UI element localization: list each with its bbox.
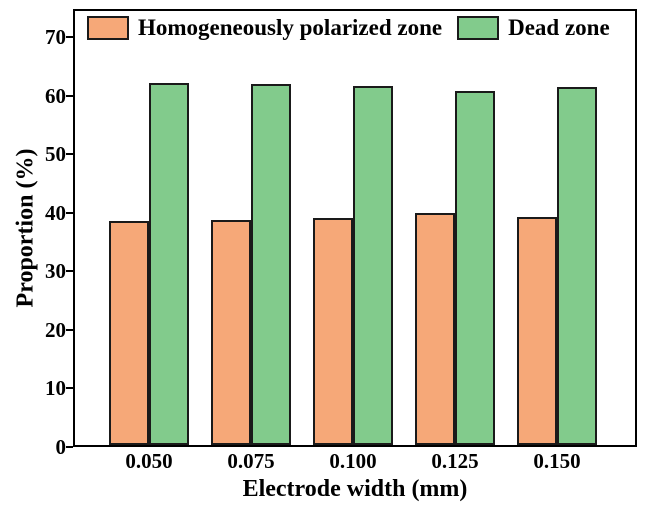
y-tick bbox=[66, 328, 73, 331]
bar-homogeneously-polarized-zone-0.100 bbox=[313, 218, 353, 445]
y-tick bbox=[66, 153, 73, 156]
bar-dead-zone-0.050 bbox=[149, 83, 189, 445]
legend-item-homogeneously-polarized-zone: Homogeneously polarized zone bbox=[87, 16, 442, 40]
y-tick-label: 20 bbox=[45, 317, 66, 342]
bar-dead-zone-0.100 bbox=[353, 86, 393, 445]
y-tick bbox=[66, 446, 73, 448]
x-tick-label-0.100: 0.100 bbox=[329, 449, 377, 473]
legend-label-homogeneously-polarized-zone: Homogeneously polarized zone bbox=[138, 15, 443, 40]
y-tick bbox=[66, 270, 73, 273]
x-tick-label-0.125: 0.125 bbox=[431, 449, 479, 473]
y-tick bbox=[66, 387, 73, 390]
y-axis-title: Proportion (%) bbox=[12, 148, 39, 308]
legend-label-dead-zone: Dead zone bbox=[508, 15, 610, 40]
y-tick bbox=[66, 36, 73, 38]
y-tick-label: 10 bbox=[45, 376, 66, 401]
bar-dead-zone-0.075 bbox=[251, 84, 291, 445]
legend: Homogeneously polarized zone Dead zone bbox=[87, 16, 610, 40]
x-tick-label-0.075: 0.075 bbox=[227, 449, 275, 473]
bar-homogeneously-polarized-zone-0.075 bbox=[211, 220, 251, 445]
legend-swatch-dead-zone bbox=[457, 16, 500, 40]
bar-homogeneously-polarized-zone-0.125 bbox=[415, 213, 455, 445]
y-tick-label: 60 bbox=[45, 83, 66, 108]
bar-homogeneously-polarized-zone-0.050 bbox=[109, 221, 149, 445]
legend-swatch-homogeneously-polarized-zone bbox=[87, 16, 129, 40]
y-tick-label: 50 bbox=[45, 142, 66, 167]
x-tick-label-0.050: 0.050 bbox=[125, 449, 173, 473]
x-tick-label-0.150: 0.150 bbox=[533, 449, 581, 473]
y-tick bbox=[66, 211, 73, 214]
legend-item-dead-zone: Dead zone bbox=[457, 16, 610, 40]
y-tick-label: 40 bbox=[45, 200, 66, 225]
x-axis-title: Electrode width (mm) bbox=[242, 476, 468, 502]
y-tick-label: 0 bbox=[55, 435, 67, 459]
bar-dead-zone-0.150 bbox=[557, 87, 597, 445]
y-tick-label: 70 bbox=[45, 25, 66, 49]
bar-homogeneously-polarized-zone-0.150 bbox=[517, 217, 557, 445]
bar-dead-zone-0.125 bbox=[455, 91, 495, 445]
plot-area: Homogeneously polarized zone Dead zone bbox=[73, 9, 637, 447]
y-tick-label: 30 bbox=[45, 259, 66, 284]
y-tick bbox=[66, 94, 73, 97]
